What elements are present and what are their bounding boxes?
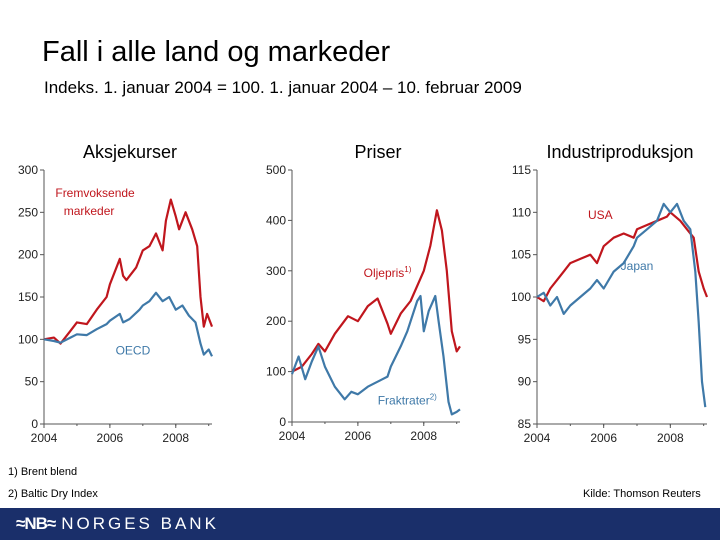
- y-tick-label: 115: [512, 163, 531, 177]
- x-tick-label: 2008: [657, 431, 684, 445]
- y-tick-label: 0: [31, 417, 38, 431]
- series-label-oecd: OECD: [116, 344, 151, 358]
- series-line-oljepris: [291, 209, 461, 373]
- footnote-brent: 1) Brent blend: [8, 466, 78, 478]
- x-tick-label: 2006: [97, 431, 124, 445]
- series-line-usa: [536, 211, 709, 303]
- y-tick-label: 85: [518, 417, 532, 431]
- panel-title-prices: Priser: [354, 142, 402, 162]
- panel-title-stocks: Aksjekurser: [82, 142, 178, 162]
- y-tick-label: 300: [266, 264, 286, 278]
- prices-chart: 0 100 200 300 400 500 2004 2006 2008 Oljepris1) Fr…: [266, 163, 461, 443]
- series-label-footnote-marker: 2): [430, 392, 437, 401]
- y-tick-label: 90: [518, 375, 532, 389]
- x-tick-label: 2004: [31, 431, 58, 445]
- x-tick-label: 2008: [410, 429, 437, 443]
- x-tick-label: 2006: [590, 431, 617, 445]
- y-tick-label: 200: [18, 248, 38, 262]
- y-tick-label: 500: [266, 163, 286, 177]
- industry-chart: 85 90 95 100 105 110 115 2004 2006 2008 USA Japan: [511, 163, 709, 445]
- y-tick-label: 50: [25, 375, 39, 389]
- x-tick-label: 2008: [162, 431, 189, 445]
- series-label-fremvoksende: Fremvoksende: [55, 186, 135, 200]
- brand-name: NORGES BANK: [61, 514, 219, 533]
- x-tick-label: 2004: [279, 429, 306, 443]
- stocks-chart: 0 50 100 150 200 250 300 2004 2006 2008 Fremvoksen…: [18, 163, 214, 445]
- y-tick-label: 150: [18, 290, 38, 304]
- source-note: Kilde: Thomson Reuters: [583, 488, 701, 500]
- series-line-oecd: [43, 291, 213, 357]
- x-tick-label: 2004: [524, 431, 551, 445]
- brand-logo: ≈NB≈ NORGES BANK: [16, 514, 219, 534]
- series-label-footnote-marker: 1): [404, 265, 411, 274]
- y-tick-label: 110: [512, 205, 531, 219]
- y-tick-label: 105: [511, 248, 531, 262]
- series-line-japan: [536, 202, 707, 408]
- y-tick-label: 250: [18, 205, 38, 219]
- series-line-fremvoksende-markeder: [43, 198, 214, 345]
- x-tick-label: 2006: [345, 429, 372, 443]
- series-label-fraktrater: Fraktrater2): [378, 392, 437, 407]
- y-tick-label: 300: [18, 163, 38, 177]
- y-tick-label: 200: [266, 314, 286, 328]
- y-tick-label: 100: [18, 332, 38, 346]
- series-label-japan: Japan: [621, 259, 654, 273]
- y-tick-label: 100: [266, 365, 286, 379]
- y-tick-label: 100: [511, 290, 531, 304]
- series-label-usa: USA: [588, 208, 613, 222]
- brand-mark-icon: ≈NB≈: [16, 514, 56, 533]
- y-tick-label: 95: [518, 332, 532, 346]
- series-label-oljepris: Oljepris1): [364, 265, 412, 280]
- footnote-baltic: 2) Baltic Dry Index: [8, 488, 98, 500]
- page-subtitle: Indeks. 1. januar 2004 = 100. 1. januar …: [44, 78, 522, 97]
- page-title: Fall i alle land og markeder: [42, 36, 391, 68]
- y-tick-label: 400: [266, 213, 286, 227]
- footer-bar: [0, 508, 720, 540]
- series-line-fraktrater: [290, 294, 461, 416]
- series-label-markeder: markeder: [64, 204, 115, 218]
- y-tick-label: 0: [279, 415, 286, 429]
- panel-title-industry: Industriproduksjon: [546, 142, 694, 162]
